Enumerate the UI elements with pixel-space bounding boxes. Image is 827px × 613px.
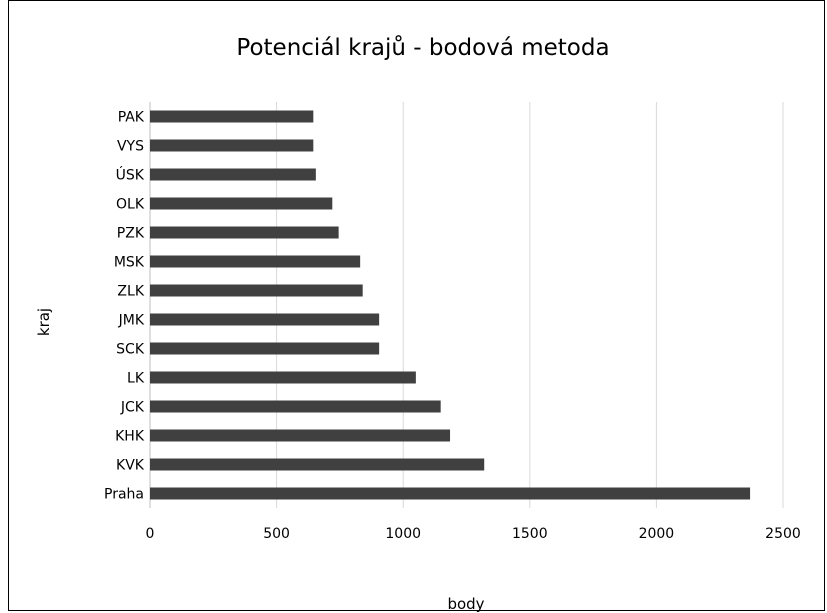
x-tick-labels: 0 500 1000 1500 2000 2500 xyxy=(146,526,801,542)
chart-frame xyxy=(8,0,825,611)
category-label: ZLK xyxy=(117,284,144,300)
x-axis-label: body xyxy=(447,595,484,613)
category-label: Praha xyxy=(104,487,144,503)
bar-JMK xyxy=(150,313,380,326)
category-label: KVK xyxy=(116,458,145,474)
x-tick-label: 2500 xyxy=(765,526,801,542)
category-label: JCK xyxy=(120,400,145,416)
y-axis-label: kraj xyxy=(35,308,53,336)
category-label: JMK xyxy=(118,313,145,329)
bar-OLK xyxy=(150,197,333,210)
bar-MSK xyxy=(150,255,361,268)
category-labels: PAK VYS ÚSK OLK PZK MSK ZLK JMK SCK LK JCK KHK KVK Pr… xyxy=(104,110,145,503)
bar-KHK xyxy=(150,429,451,442)
category-label: SCK xyxy=(116,342,145,358)
bar-ÚSK xyxy=(150,168,316,181)
category-label: ÚSK xyxy=(116,166,145,184)
category-label: PZK xyxy=(117,226,145,242)
bar-KVK xyxy=(150,458,485,471)
category-label: OLK xyxy=(116,197,145,213)
bar-ZLK xyxy=(150,284,363,297)
bar-PAK xyxy=(150,110,314,123)
bar-PZK xyxy=(150,226,339,239)
chart-title: Potenciál krajů - bodová metoda xyxy=(236,34,609,61)
x-tick-label: 2000 xyxy=(639,526,675,542)
grid-lines xyxy=(149,102,784,508)
category-label: LK xyxy=(127,371,145,387)
bar-JCK xyxy=(150,400,441,413)
bar-LK xyxy=(150,371,416,384)
bar-SCK xyxy=(150,342,380,355)
x-tick-label: 1500 xyxy=(512,526,548,542)
x-tick-label: 500 xyxy=(263,526,290,542)
bar-VYS xyxy=(150,139,314,152)
x-tick-label: 1000 xyxy=(385,526,421,542)
x-tick-label: 0 xyxy=(146,526,155,542)
category-label: PAK xyxy=(118,110,145,126)
category-label: VYS xyxy=(117,139,144,155)
category-label: KHK xyxy=(115,429,145,445)
bars xyxy=(150,110,751,500)
category-label: MSK xyxy=(114,255,145,271)
bar-Praha xyxy=(150,487,751,500)
